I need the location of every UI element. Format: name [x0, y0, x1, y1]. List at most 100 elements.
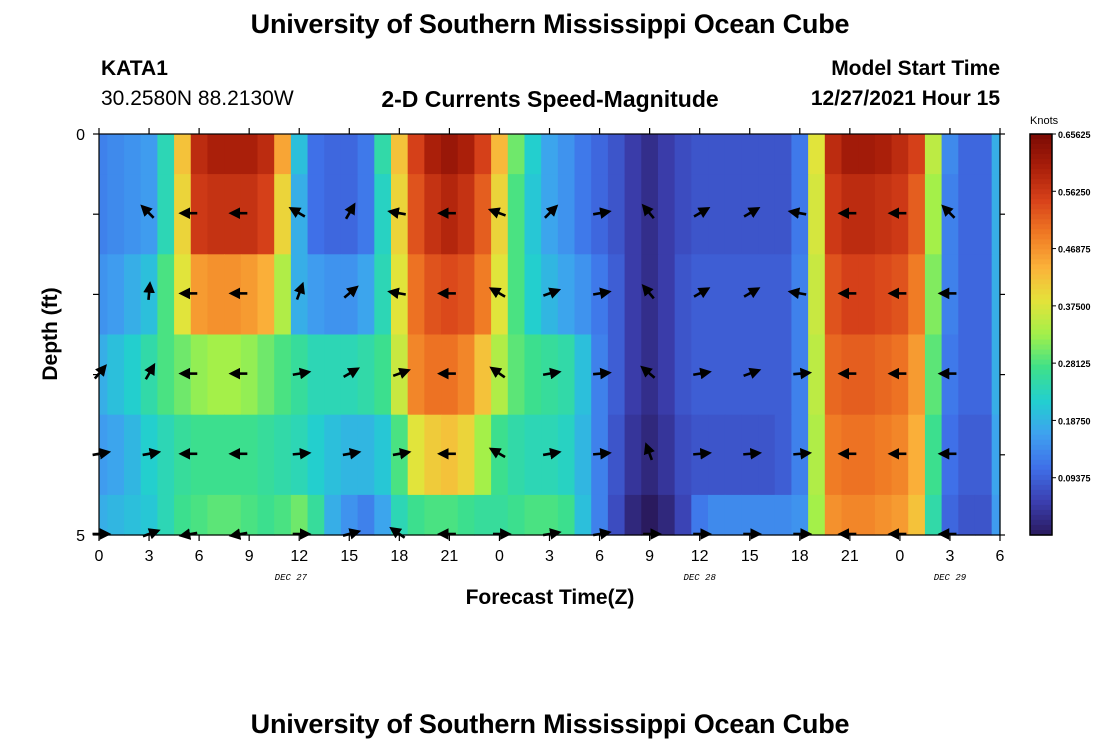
heatmap-cell [374, 494, 392, 536]
colorbar-segment [1030, 339, 1052, 346]
station-id: KATA1 [101, 57, 168, 80]
heatmap-cell [424, 254, 442, 336]
heatmap-cell [157, 334, 175, 416]
heatmap-cell [674, 494, 692, 536]
heatmap-cell [841, 254, 859, 336]
colorbar-segment [1030, 329, 1052, 336]
heatmap-cell [657, 494, 676, 536]
heatmap-cell [474, 334, 492, 416]
heatmap-cell [407, 174, 425, 255]
heatmap-cell [457, 134, 476, 175]
colorbar-segment [1030, 249, 1052, 255]
heatmap-cell [307, 334, 325, 416]
heatmap-cell [307, 414, 325, 496]
heatmap-cell [724, 494, 742, 536]
current-vector-arrow [592, 447, 612, 460]
heatmap-cell [324, 494, 342, 536]
heatmap-cell [174, 254, 192, 336]
current-vector-arrow [542, 287, 562, 299]
colorbar-segment [1030, 399, 1052, 406]
colorbar-segment [1030, 244, 1052, 250]
heatmap-cell [407, 414, 425, 496]
current-vector-arrow [743, 207, 761, 218]
heatmap-cell [941, 134, 959, 175]
colorbar-segment [1030, 374, 1052, 381]
heatmap-cell [607, 254, 626, 336]
heatmap-cell [190, 134, 209, 175]
heatmap-cell [257, 494, 275, 536]
heatmap-cell [774, 174, 793, 255]
current-vector-arrow [743, 367, 762, 379]
heatmap-cell [224, 494, 242, 536]
heatmap-cell [841, 414, 859, 496]
heatmap-cell [991, 494, 1001, 536]
heatmap-cell [924, 134, 943, 175]
colorbar-segment [1030, 414, 1052, 421]
colorbar-segment [1030, 419, 1052, 426]
colorbar-segment [1030, 304, 1052, 311]
date-label: DEC 28 [683, 573, 716, 583]
x-tick-label: 6 [996, 548, 1005, 565]
heatmap-cell [491, 494, 509, 536]
colorbar-segment [1030, 194, 1052, 200]
current-vectors [92, 202, 957, 540]
heatmap-cell [507, 134, 526, 175]
heatmap-cell [474, 174, 492, 255]
heatmap-cell [274, 334, 292, 416]
colorbar-segment [1030, 409, 1052, 416]
colorbar-segment [1030, 334, 1052, 341]
colorbar-segment [1030, 364, 1052, 371]
heatmap-cell [207, 254, 225, 336]
heatmap-cell [808, 174, 826, 255]
heatmap-cell [624, 134, 642, 175]
colorbar-segment [1030, 474, 1052, 481]
heatmap-cell [257, 254, 275, 336]
heatmap-cell [524, 414, 542, 496]
heatmap-cell [741, 494, 759, 536]
current-vector-arrow [387, 207, 406, 219]
heatmap-cell [607, 174, 626, 255]
heatmap-cell [99, 414, 108, 496]
colorbar-segment [1030, 484, 1052, 491]
heatmap-cell [674, 134, 692, 175]
colorbar-segment [1030, 234, 1052, 240]
colorbar-segment [1030, 359, 1052, 366]
heatmap-cell [157, 254, 175, 336]
heatmap-cell [874, 134, 893, 175]
colorbar-segment [1030, 214, 1052, 220]
heatmap-cell [190, 334, 209, 416]
station-coordinates: 30.2580N 88.2130W [101, 87, 294, 110]
heatmap-cell [207, 134, 225, 175]
heatmap-cell [274, 254, 292, 336]
heatmap-cell [190, 494, 209, 536]
heatmap-cell [624, 254, 642, 336]
heatmap-cell [974, 334, 993, 416]
heatmap-cell [207, 494, 225, 536]
heatmap-cell [507, 334, 526, 416]
current-vector-arrow [693, 447, 712, 460]
heatmap-cell [924, 494, 943, 536]
colorbar-segment [1030, 479, 1052, 486]
heatmap-cell [607, 414, 626, 496]
current-vector-arrow [693, 367, 712, 380]
heatmap-cell [274, 414, 292, 496]
heatmap-cell [441, 134, 459, 175]
colorbar-segment [1030, 509, 1052, 516]
heatmap-cell [474, 254, 492, 336]
heatmap-cell [240, 174, 259, 255]
heatmap-cell [791, 134, 809, 175]
colorbar-segment [1030, 439, 1052, 446]
heatmap-cell [891, 254, 909, 336]
heatmap-cell [708, 414, 726, 496]
heatmap-cell [124, 254, 142, 336]
x-tick-label: 18 [791, 548, 809, 565]
current-vector-arrow [292, 447, 312, 460]
heatmap-cell [324, 254, 342, 336]
heatmap-cell [657, 254, 676, 336]
current-vector-arrow [392, 447, 412, 460]
colorbar-segment [1030, 349, 1052, 356]
current-vector-arrow [488, 447, 506, 459]
colorbar-segment [1030, 519, 1052, 526]
heatmap-cell [991, 254, 1001, 336]
x-tick-label: 0 [495, 548, 504, 565]
